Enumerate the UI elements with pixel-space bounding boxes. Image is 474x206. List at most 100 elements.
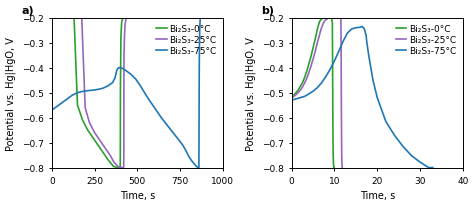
- Legend: Bi₂S₃-0°C, Bi₂S₃-25°C, Bi₂S₃-75°C: Bi₂S₃-0°C, Bi₂S₃-25°C, Bi₂S₃-75°C: [394, 23, 458, 57]
- Bi₂S₃-25°C: [315, 42, 320, 45]
- Bi₂S₃-25°C: [121, 154, 127, 157]
- Bi₂S₃-25°C: [319, 27, 325, 29]
- Bi₂S₃-75°C: [59, 102, 65, 104]
- Bi₂S₃-0°C: [300, 82, 305, 84]
- Bi₂S₃-0°C: [321, 18, 327, 20]
- Bi₂S₃-75°C: [117, 67, 122, 70]
- Bi₂S₃-75°C: [345, 33, 350, 35]
- Bi₂S₃-75°C: [152, 107, 157, 109]
- Bi₂S₃-0°C: [117, 166, 122, 169]
- Bi₂S₃-75°C: [184, 152, 190, 154]
- Bi₂S₃-0°C: [330, 55, 336, 57]
- Bi₂S₃-25°C: [295, 92, 301, 94]
- Bi₂S₃-75°C: [165, 125, 171, 128]
- Bi₂S₃-25°C: [310, 59, 316, 61]
- Bi₂S₃-75°C: [400, 145, 406, 148]
- Bi₂S₃-0°C: [119, 22, 125, 25]
- Bi₂S₃-0°C: [105, 159, 111, 162]
- Bi₂S₃-75°C: [133, 78, 138, 81]
- Bi₂S₃-75°C: [323, 76, 329, 78]
- Bi₂S₃-75°C: [90, 89, 96, 92]
- Bi₂S₃-25°C: [336, 18, 342, 20]
- Bi₂S₃-75°C: [293, 98, 299, 101]
- Bi₂S₃-75°C: [158, 117, 164, 119]
- Bi₂S₃-0°C: [323, 18, 329, 20]
- Legend: Bi₂S₃-0°C, Bi₂S₃-25°C, Bi₂S₃-75°C: Bi₂S₃-0°C, Bi₂S₃-25°C, Bi₂S₃-75°C: [154, 23, 219, 57]
- Bi₂S₃-75°C: [138, 86, 144, 88]
- Bi₂S₃-0°C: [304, 71, 310, 73]
- Bi₂S₃-75°C: [349, 29, 355, 31]
- Bi₂S₃-0°C: [90, 137, 96, 139]
- Bi₂S₃-75°C: [189, 160, 195, 163]
- Bi₂S₃-25°C: [338, 47, 344, 50]
- Bi₂S₃-25°C: [317, 34, 322, 37]
- Bi₂S₃-75°C: [359, 26, 365, 29]
- Bi₂S₃-25°C: [121, 55, 127, 57]
- Bi₂S₃-25°C: [332, 18, 337, 20]
- Bi₂S₃-75°C: [121, 68, 127, 71]
- Bi₂S₃-75°C: [145, 97, 150, 99]
- Bi₂S₃-75°C: [340, 41, 346, 43]
- Bi₂S₃-75°C: [181, 145, 186, 148]
- Bi₂S₃-75°C: [74, 92, 80, 94]
- Bi₂S₃-75°C: [64, 98, 70, 101]
- Bi₂S₃-75°C: [374, 97, 380, 99]
- Bi₂S₃-25°C: [339, 157, 345, 159]
- Line: Bi₂S₃-75°C: Bi₂S₃-75°C: [52, 19, 201, 168]
- Bi₂S₃-25°C: [79, 18, 84, 20]
- Bi₂S₃-0°C: [306, 63, 312, 66]
- Bi₂S₃-25°C: [329, 18, 335, 20]
- Bi₂S₃-75°C: [363, 34, 369, 36]
- Bi₂S₃-75°C: [310, 90, 316, 93]
- Bi₂S₃-0°C: [297, 86, 303, 88]
- Bi₂S₃-0°C: [95, 144, 101, 147]
- Bi₂S₃-25°C: [338, 97, 344, 99]
- X-axis label: Time, s: Time, s: [360, 191, 395, 200]
- Bi₂S₃-25°C: [334, 18, 339, 20]
- Bi₂S₃-75°C: [95, 89, 101, 91]
- Bi₂S₃-75°C: [178, 142, 184, 144]
- Bi₂S₃-75°C: [186, 155, 191, 158]
- Bi₂S₃-25°C: [300, 87, 305, 89]
- Bi₂S₃-25°C: [289, 97, 294, 99]
- Bi₂S₃-75°C: [112, 77, 118, 80]
- Bi₂S₃-75°C: [306, 93, 312, 96]
- Bi₂S₃-0°C: [330, 104, 336, 107]
- Bi₂S₃-75°C: [85, 90, 91, 92]
- Bi₂S₃-25°C: [293, 94, 299, 96]
- X-axis label: Time, s: Time, s: [120, 191, 155, 200]
- Bi₂S₃-25°C: [337, 18, 343, 20]
- Bi₂S₃-75°C: [297, 97, 303, 99]
- Bi₂S₃-0°C: [110, 165, 116, 168]
- Bi₂S₃-0°C: [80, 119, 85, 122]
- Bi₂S₃-75°C: [197, 27, 202, 30]
- Bi₂S₃-25°C: [116, 166, 122, 169]
- Bi₂S₃-0°C: [71, 18, 77, 20]
- Bi₂S₃-75°C: [196, 166, 202, 169]
- Bi₂S₃-25°C: [339, 164, 345, 166]
- Bi₂S₃-75°C: [363, 35, 369, 37]
- Bi₂S₃-75°C: [366, 55, 372, 57]
- Bi₂S₃-75°C: [336, 51, 342, 53]
- Bi₂S₃-75°C: [113, 73, 119, 76]
- Bi₂S₃-75°C: [109, 82, 115, 84]
- Bi₂S₃-0°C: [295, 89, 301, 92]
- Bi₂S₃-25°C: [111, 162, 117, 164]
- Bi₂S₃-75°C: [172, 134, 178, 137]
- Bi₂S₃-0°C: [118, 92, 123, 94]
- Bi₂S₃-75°C: [426, 166, 431, 169]
- Line: Bi₂S₃-25°C: Bi₂S₃-25°C: [82, 19, 127, 168]
- Bi₂S₃-25°C: [123, 20, 128, 22]
- Bi₂S₃-75°C: [289, 99, 294, 102]
- Bi₂S₃-0°C: [331, 166, 337, 169]
- Bi₂S₃-0°C: [331, 165, 337, 168]
- Bi₂S₃-75°C: [383, 121, 389, 123]
- Bi₂S₃-75°C: [430, 166, 436, 169]
- Bi₂S₃-75°C: [105, 85, 111, 88]
- Bi₂S₃-0°C: [312, 39, 318, 41]
- Bi₂S₃-75°C: [353, 27, 359, 30]
- Bi₂S₃-75°C: [80, 91, 85, 93]
- Bi₂S₃-0°C: [119, 19, 125, 21]
- Bi₂S₃-75°C: [54, 106, 60, 108]
- Bi₂S₃-0°C: [118, 37, 124, 40]
